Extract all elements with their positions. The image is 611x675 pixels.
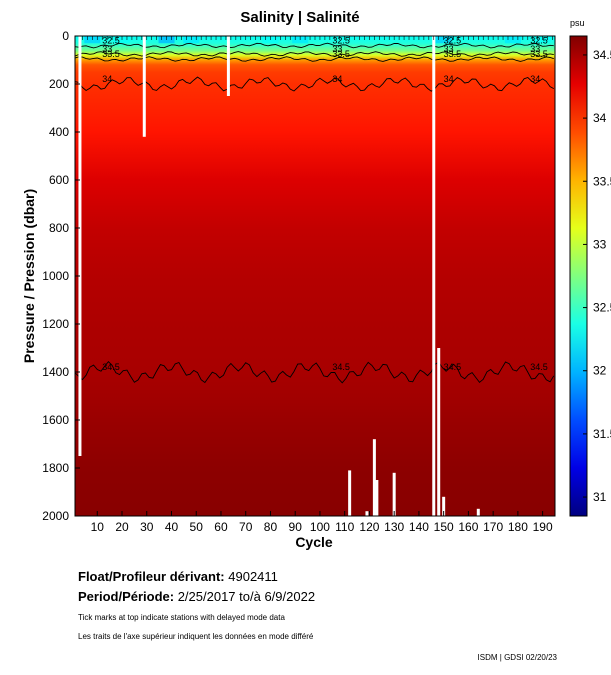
gap-cycle-123 [375,480,379,516]
y-tick-label: 0 [62,29,69,43]
y-tick-label: 400 [49,125,69,139]
period-value: 2/25/2017 to/à 6/9/2022 [177,589,316,604]
contour-label-33: 33 [530,44,540,54]
x-tick-label: 130 [384,520,404,534]
x-tick-label: 180 [508,520,528,534]
contour-32.5 [74,42,554,49]
x-tick-label: 120 [359,520,379,534]
x-tick-label: 60 [214,520,228,534]
contour-label-32.5: 32.5 [102,36,120,46]
colorbar-bar [569,35,588,517]
float-info: Float/Profileur dérivant: 4902411 [78,569,278,584]
colorbar-tick-label: 34 [593,111,607,125]
contour-label-34.5: 34.5 [332,362,350,372]
period-label: Period/Période: [78,589,175,604]
note-french: Les traits de l'axe supérieur indiquent … [78,632,314,641]
x-axis-label: Cycle [295,534,333,550]
colorbar-tick-label: 31.5 [593,427,611,441]
x-tick-label: 90 [289,520,303,534]
gap-cycle-148 [437,348,441,516]
x-tick-label: 50 [190,520,204,534]
x-tick-label: 190 [533,520,553,534]
contour-label-33: 33 [332,44,342,54]
gap-cycle-164 [476,508,480,516]
colorbar-tick-label: 34.5 [593,48,611,62]
x-tick-label: 80 [264,520,278,534]
y-tick-label: 200 [49,77,69,91]
source-stamp: ISDM | GDSI 02/20/23 [477,653,557,662]
gap-cycle-112 [348,470,352,516]
x-tick-label: 100 [310,520,330,534]
gap-cycle-122 [372,439,376,516]
gap-cycle-130 [392,472,396,516]
x-tick-label: 150 [434,520,454,534]
contour-label-34.5: 34.5 [530,362,548,372]
y-tick-label: 1800 [42,461,69,475]
gap-cycle-146 [432,36,436,516]
y-tick-label: 1000 [42,269,69,283]
gap-cycle-119 [365,511,369,516]
contour-label-33.5: 33.5 [444,49,462,59]
float-label: Float/Profileur dérivant: [78,569,225,584]
contour-label-33.5: 33.5 [102,49,120,59]
colorbar-tick-label: 32 [593,364,607,378]
contour-label-32.5: 32.5 [444,36,462,46]
contour-label-32.5: 32.5 [332,36,350,46]
contour-label-33: 33 [444,44,454,54]
gap-cycle-29 [142,36,146,137]
contour-label-33: 33 [102,44,112,54]
contour-33.5 [74,56,554,62]
y-tick-label: 600 [49,173,69,187]
contour-label-32.5: 32.5 [530,36,548,46]
x-tick-label: 40 [165,520,179,534]
colorbar-tick-label: 32.5 [593,301,611,315]
x-tick-label: 110 [335,520,354,534]
contour-34.5 [74,361,555,384]
contour-label-34: 34 [530,74,540,84]
contour-34 [74,76,555,92]
y-tick-label: 1600 [42,413,69,427]
note-english: Tick marks at top indicate stations with… [78,613,285,622]
heatmap-area [75,36,555,516]
y-axis-label: Pressure / Pression (dbar) [21,189,37,363]
contour-label-33.5: 33.5 [332,49,350,59]
contour-label-34: 34 [102,74,112,84]
x-tick-label: 160 [458,520,478,534]
colorbar: 31 31.5 32 32.5 33 33.5 34 34.5 [569,35,611,517]
gap-cycle-3 [78,36,82,456]
contour-label-33.5: 33.5 [530,49,548,59]
data-gaps [78,36,480,516]
contour-label-34.5: 34.5 [102,362,120,372]
x-tick-label: 20 [115,520,129,534]
contour-label-34: 34 [444,74,454,84]
period-info: Period/Période: 2/25/2017 to/à 6/9/2022 [78,589,315,604]
y-tick-label: 800 [49,221,69,235]
colorbar-unit: psu [570,18,585,28]
contour-label-34: 34 [332,74,342,84]
x-tick-label: 170 [483,520,503,534]
contour-33 [74,51,554,57]
plot-axes: 10 20 30 40 50 60 70 80 90 100 110 120 130 140 150 160 1… [42,29,556,534]
chart-title: Salinity | Salinité [240,9,359,26]
float-value: 4902411 [228,569,278,584]
gap-cycle-150 [442,496,446,516]
salinity-field [75,36,555,516]
y-tick-label: 1400 [42,365,69,379]
x-tick-label: 140 [409,520,429,534]
gap-cycle-63 [226,36,230,96]
x-tick-label: 10 [91,520,105,534]
y-tick-label: 2000 [42,509,69,523]
colorbar-tick-label: 33 [593,237,607,251]
colorbar-tick-label: 31 [593,490,607,504]
contour-label-34.5: 34.5 [444,362,462,372]
y-tick-label: 1200 [42,317,69,331]
x-tick-label: 70 [239,520,253,534]
x-tick-label: 30 [140,520,154,534]
colorbar-tick-label: 33.5 [593,174,611,188]
